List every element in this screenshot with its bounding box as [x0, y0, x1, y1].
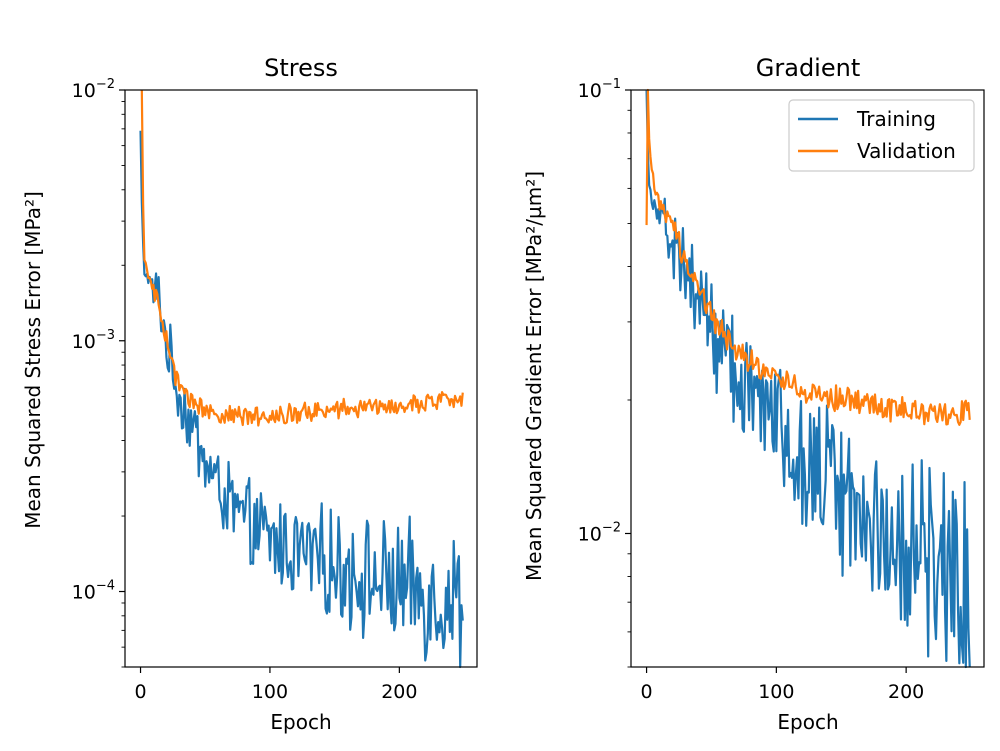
gradient-series-layer: [645, 88, 971, 669]
stress-title: Stress: [264, 54, 338, 82]
stress-x-axis-label: Epoch: [270, 710, 331, 734]
stress-y-tick-label: 10−4: [72, 579, 115, 604]
stress-x-tick-label: 100: [252, 681, 288, 703]
gradient-x-ticks: 0 100 200: [641, 667, 924, 703]
legend: Training Validation: [788, 99, 975, 172]
gradient-y-tick-label: 10−2: [578, 520, 621, 545]
gradient-x-axis-label: Epoch: [777, 710, 838, 734]
gradient-title: Gradient: [756, 54, 860, 82]
stress-y-tick-label: 10−2: [72, 77, 115, 102]
gradient-y-ticks: 10−1 10−2: [578, 77, 631, 668]
stress-x-ticks: 0 100 200: [134, 667, 417, 703]
legend-validation-label: Validation: [857, 139, 956, 163]
stress-y-axis-label: Mean Squared Stress Error [MPa²]: [21, 191, 45, 529]
stress-axes-frame: [124, 89, 478, 668]
gradient-y-axis-label: Mean Squared Gradient Error [MPa²/µm²]: [522, 171, 546, 581]
stress-y-ticks: 10−2 10−3 10−4: [72, 77, 125, 668]
stress-training-line: [139, 130, 464, 669]
gradient-axes-frame: [630, 89, 985, 668]
gradient-x-tick-label: 200: [888, 681, 924, 703]
stress-series-layer: [139, 89, 464, 669]
gradient-x-tick-label: 0: [641, 681, 653, 703]
gradient-x-tick-label: 100: [758, 681, 794, 703]
stress-y-tick-label: 10−3: [72, 328, 115, 353]
stress-x-tick-label: 0: [134, 681, 146, 703]
gradient-training-line: [645, 90, 971, 669]
legend-box: [788, 99, 975, 172]
gradient-panel: Gradient 0 100 200 10−1 10−2 Epoch Mean Squ…: [522, 54, 985, 734]
stress-validation-line: [140, 89, 464, 427]
gradient-validation-line: [645, 88, 971, 426]
gradient-y-tick-label: 10−1: [578, 77, 621, 102]
legend-training-label: Training: [856, 107, 936, 131]
stress-panel: Stress 0 100 200 10−2 10−3 10−4 Epoch Mean S…: [21, 54, 478, 734]
stress-x-tick-label: 200: [381, 681, 417, 703]
